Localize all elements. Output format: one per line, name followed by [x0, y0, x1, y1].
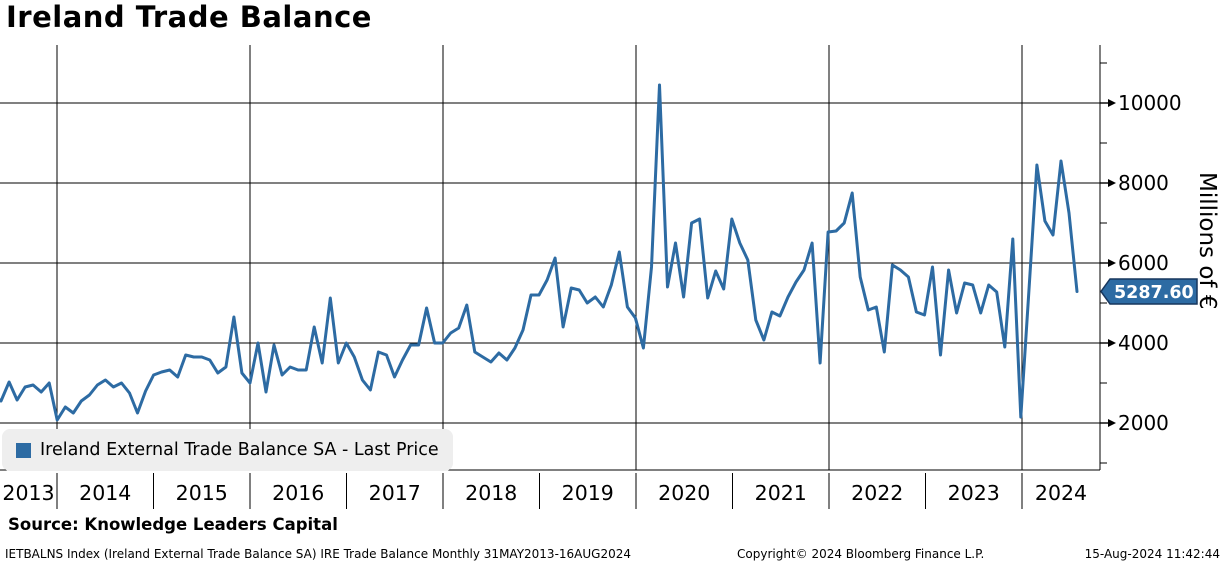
x-axis-tick-label: 2014 [79, 481, 131, 505]
chart-title: Ireland Trade Balance [6, 0, 372, 34]
y-axis-tick-label: 10000 [1118, 91, 1182, 115]
footer-copyright: Copyright© 2024 Bloomberg Finance L.P. [737, 547, 985, 561]
x-axis-tick-label: 2023 [948, 481, 1000, 505]
x-axis-tick-label: 2018 [465, 481, 517, 505]
y-axis-tick-label: 8000 [1118, 171, 1169, 195]
y-axis-tick-label: 4000 [1118, 331, 1169, 355]
legend-swatch-icon [16, 442, 31, 458]
footer: IETBALNS Index (Ireland External Trade B… [0, 547, 1224, 563]
x-axis-tick-label: 2024 [1035, 481, 1087, 505]
source-line: Source: Knowledge Leaders Capital [8, 515, 338, 534]
x-axis-tick-label: 2013 [2, 481, 54, 505]
series-line [0, 83, 1079, 422]
y-axis-tick-label: 6000 [1118, 251, 1169, 275]
legend: Ireland External Trade Balance SA - Last… [2, 429, 453, 471]
last-price-value: 5287.60 [1114, 283, 1194, 303]
y-axis-title: Millions of € [1194, 172, 1220, 310]
y-axis-ticks: 2000 4000 6000 8000 10000 [1100, 62, 1182, 464]
legend-series-label: Ireland External Trade Balance SA - Last… [40, 440, 439, 460]
x-axis-labels: 2013 2014 2015 2016 2017 2018 2019 2020 2021 2022… [2, 481, 1087, 505]
x-axis-tick-label: 2017 [369, 481, 421, 505]
x-axis-tick-label: 2020 [658, 481, 710, 505]
x-axis-tick-label: 2022 [851, 481, 903, 505]
y-axis-tick-label: 2000 [1118, 411, 1169, 435]
h-gridlines [0, 102, 1100, 424]
v-gridlines [56, 45, 1023, 470]
last-price-tag: 5287.60 [1100, 278, 1198, 305]
x-axis-tick-label: 2015 [176, 481, 228, 505]
footer-timestamp: 15-Aug-2024 11:42:44 [1084, 547, 1220, 561]
x-axis-tick-label: 2021 [755, 481, 807, 505]
x-axis-tick-label: 2019 [562, 481, 614, 505]
footer-ticker-info: IETBALNS Index (Ireland External Trade B… [5, 547, 631, 561]
x-axis-tick-label: 2016 [272, 481, 324, 505]
